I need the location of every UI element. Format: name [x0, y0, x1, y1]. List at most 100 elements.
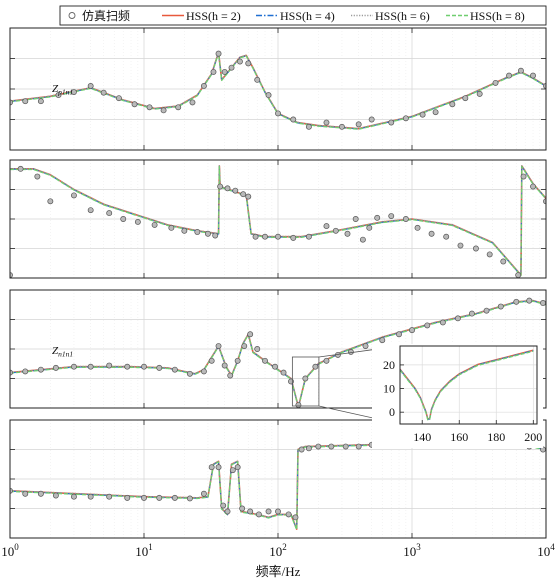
sim-point [229, 467, 236, 474]
sim-point [221, 68, 228, 75]
panel-frame [9, 419, 547, 539]
legend-box [59, 5, 547, 26]
sim-point [368, 116, 375, 123]
panel-annotation: Zn1n1 [52, 345, 73, 359]
sim-point [513, 298, 520, 305]
sim-point [186, 370, 193, 377]
sim-point [17, 165, 24, 172]
sim-point [355, 443, 362, 450]
sim-point [106, 493, 113, 500]
sim-point [483, 307, 490, 314]
inset-hss-h8-line [400, 350, 534, 421]
sim-point [228, 64, 235, 71]
sim-point [245, 60, 252, 67]
sim-point [212, 232, 219, 239]
sim-point [252, 233, 259, 240]
sim-point [240, 191, 247, 198]
sim-point [402, 115, 409, 122]
sim-point [419, 111, 426, 118]
sim-point [87, 82, 94, 89]
sim-point [290, 234, 297, 241]
sim-point [186, 495, 193, 502]
sim-point [515, 272, 522, 278]
sim-point [280, 369, 287, 376]
sim-point [70, 192, 77, 199]
sim-point [22, 98, 29, 105]
x-tick-label: 104 [537, 542, 555, 559]
sim-point [530, 183, 536, 190]
sim-point [492, 79, 499, 86]
x-tick-label: 100 [1, 542, 19, 559]
sim-point [22, 490, 29, 497]
sim-point [171, 366, 178, 373]
sim-point [288, 378, 294, 385]
sim-point [245, 193, 252, 200]
inset-frame [399, 345, 538, 425]
sim-point [208, 464, 215, 471]
sim-point [374, 214, 381, 221]
sim-point [134, 218, 141, 225]
sim-point [239, 505, 246, 512]
sim-point [414, 224, 421, 231]
sim-point [34, 173, 41, 180]
sim-point [55, 92, 62, 99]
sim-point [342, 443, 349, 450]
inset-x-tick-label: 160 [450, 430, 468, 444]
legend: 仿真扫频 HSS(h = 2) HSS(h = 4) HSS(h = 6) HSS(h … [59, 5, 547, 26]
legend-label: 仿真扫频 [82, 9, 130, 23]
sim-point [87, 363, 94, 370]
sim-point [234, 357, 241, 364]
sim-point [70, 89, 77, 96]
inset-x-tick-label: 180 [487, 430, 505, 444]
inset-y-tick-label: 20 [383, 358, 395, 372]
sim-point [262, 233, 268, 240]
sim-point [272, 363, 278, 370]
sim-point [87, 493, 94, 500]
inset-y-tick-label: 0 [389, 405, 395, 419]
sim-point [52, 364, 59, 371]
legend-entry: HSS(h = 2) [162, 9, 241, 23]
sim-point [175, 104, 182, 111]
x-tick-label: 103 [403, 542, 421, 559]
sim-point [215, 50, 222, 57]
sim-point [472, 245, 479, 252]
sim-point [497, 303, 504, 310]
sim-point [255, 511, 262, 518]
sim-point [141, 494, 147, 501]
inset-y-tick-label: 10 [383, 382, 395, 396]
sim-point [543, 198, 546, 205]
sim-point [409, 327, 415, 334]
sim-point [379, 337, 386, 344]
legend-label: HSS(h = 8) [470, 9, 525, 23]
sim-point [200, 82, 207, 89]
x-axis: 100 101 102 103 104 频率/Hz [1, 542, 555, 579]
panel-frame [9, 289, 547, 409]
sim-point [520, 173, 527, 180]
sim-point [106, 362, 113, 369]
sim-point [247, 508, 254, 515]
sim-point [468, 310, 475, 317]
sim-point [285, 511, 292, 518]
sim-point [402, 216, 409, 222]
sim-point [275, 233, 281, 240]
sim-point [234, 464, 241, 471]
sim-point [332, 227, 339, 234]
sim-point [236, 58, 243, 65]
sim-point [227, 372, 234, 379]
sim-point [156, 364, 163, 371]
sim-point [298, 446, 305, 453]
sim-point [131, 101, 138, 108]
sim-point [224, 508, 231, 515]
sim-point [443, 233, 450, 240]
sim-point [10, 99, 13, 106]
zoom-rectangle [291, 356, 320, 407]
sim-point [275, 110, 281, 117]
sim-point [352, 216, 359, 222]
sim-point [224, 185, 231, 192]
panel-3: Zn1n1 [9, 289, 547, 409]
inset-x-tick-label: 140 [413, 430, 431, 444]
sim-point [217, 183, 224, 190]
sim-point [100, 89, 107, 96]
